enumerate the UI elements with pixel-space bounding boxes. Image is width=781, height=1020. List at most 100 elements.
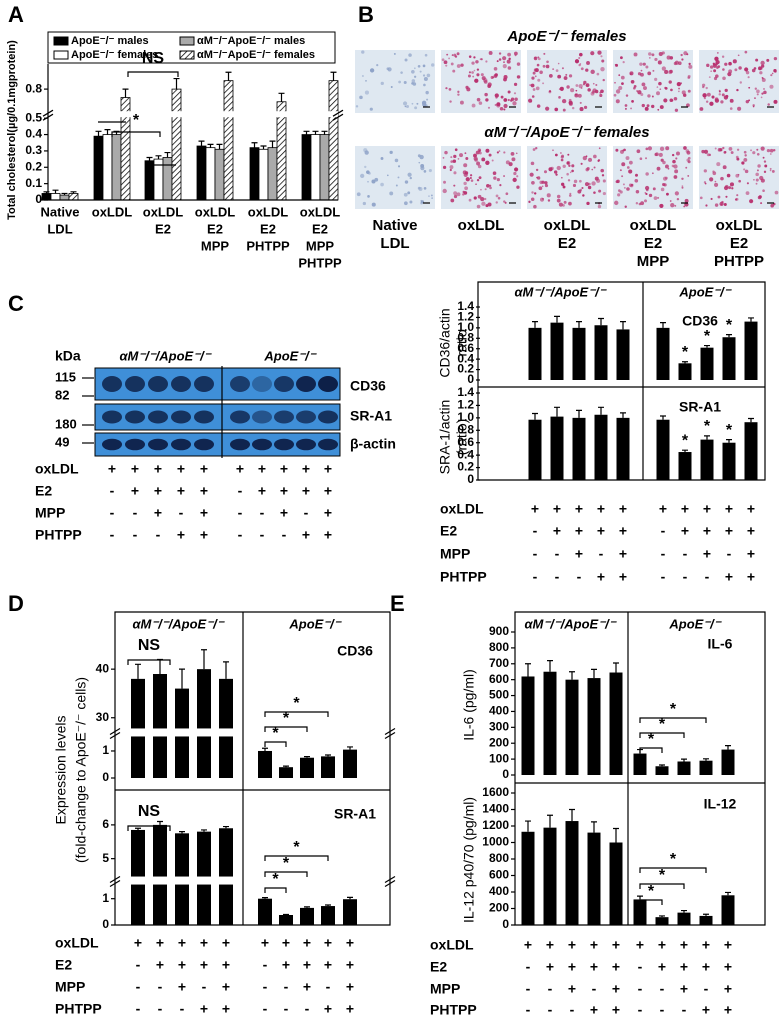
cell: [671, 99, 674, 102]
cell: [578, 179, 582, 183]
cell: [762, 156, 765, 159]
cell: [422, 64, 426, 68]
treatment-sign: +: [346, 957, 354, 973]
cell: [468, 198, 472, 202]
cell: [494, 93, 499, 97]
bar: [279, 915, 293, 925]
cell: [734, 68, 738, 72]
bar: [258, 750, 272, 778]
cell: [669, 69, 673, 74]
cell: [386, 67, 390, 71]
annotation: *: [133, 112, 140, 129]
micrograph-label: E2: [644, 235, 662, 252]
cell: [453, 53, 457, 57]
blot-band: [148, 410, 168, 424]
error-bar: [725, 745, 731, 750]
cell: [442, 156, 445, 159]
x-tick-label: MPP: [306, 238, 335, 253]
cell: [756, 89, 760, 94]
cell: [503, 61, 505, 63]
bar: [214, 148, 225, 201]
cell: [585, 155, 588, 158]
bar: [319, 134, 330, 201]
cell: [731, 187, 734, 190]
cell: [656, 91, 660, 96]
treatment-sign: +: [280, 505, 288, 521]
treatment-sign: +: [659, 501, 667, 517]
cell: [470, 179, 474, 182]
cell: [560, 158, 564, 162]
treatment-sign: +: [546, 937, 554, 953]
error-bar: [347, 746, 353, 750]
cell: [442, 188, 447, 194]
error-bar: [525, 820, 531, 832]
cell: [654, 57, 658, 62]
y-tick-label: 1000: [482, 835, 509, 849]
treatment-sign: +: [681, 523, 689, 539]
cell: [602, 78, 605, 82]
micrograph-label: oxLDL: [630, 217, 677, 234]
cell: [710, 70, 712, 72]
treatment-sign: +: [575, 501, 583, 517]
error-bar: [748, 417, 754, 423]
treatment-sign: +: [703, 523, 711, 539]
cell: [621, 175, 624, 178]
cell: [361, 74, 364, 78]
treatment-sign: +: [302, 483, 310, 499]
error-bar: [659, 915, 665, 918]
y-axis-label: ratio: [454, 329, 470, 356]
x-tick-label: E2: [260, 221, 276, 236]
cell: [488, 153, 492, 157]
cell: [732, 59, 737, 64]
error-bar: [703, 758, 709, 761]
bar: [699, 760, 713, 775]
bar: [321, 756, 335, 778]
treatment-label: oxLDL: [440, 501, 484, 517]
panel-label: D: [8, 591, 24, 616]
y-tick-label: 300: [489, 720, 509, 734]
axis-break: [116, 728, 389, 737]
cell: [770, 203, 774, 208]
cell: [670, 88, 673, 92]
treatment-sign: -: [661, 523, 666, 539]
bar: [59, 194, 70, 201]
annotation: *: [670, 851, 677, 868]
treatment-sign: +: [747, 546, 755, 562]
y-axis-label: (ratio): [454, 419, 470, 456]
treatment-sign: +: [177, 461, 185, 477]
bracket: [639, 883, 685, 889]
cell: [703, 149, 709, 154]
treatment-sign: -: [136, 957, 141, 973]
y-axis-label: Expression levels: [53, 716, 69, 825]
cell: [476, 97, 481, 102]
cell: [666, 55, 671, 60]
error-bar: [179, 831, 185, 834]
cell: [596, 72, 600, 76]
cell: [615, 148, 619, 152]
cell: [544, 184, 549, 188]
error-bar: [146, 156, 153, 161]
cell: [754, 87, 757, 90]
group-label: ApoE⁻/⁻: [668, 616, 722, 631]
cell: [755, 178, 759, 182]
cell: [412, 82, 417, 86]
cell: [652, 187, 656, 191]
cell: [722, 165, 727, 170]
blot-band: [296, 410, 316, 424]
x-tick-label: oxLDL: [248, 204, 289, 219]
cell: [485, 60, 488, 63]
cell: [567, 179, 571, 182]
error-bar: [703, 913, 709, 916]
cell: [414, 67, 416, 70]
treatment-sign: -: [533, 523, 538, 539]
cell: [674, 204, 677, 207]
cell: [476, 161, 481, 166]
treatment-sign: +: [236, 461, 244, 477]
bar: [722, 442, 736, 480]
bar: [131, 678, 145, 778]
cell: [643, 86, 647, 91]
cell: [446, 53, 449, 56]
error-bar: [135, 663, 141, 679]
legend-swatch: [179, 50, 195, 60]
cell: [473, 56, 476, 59]
